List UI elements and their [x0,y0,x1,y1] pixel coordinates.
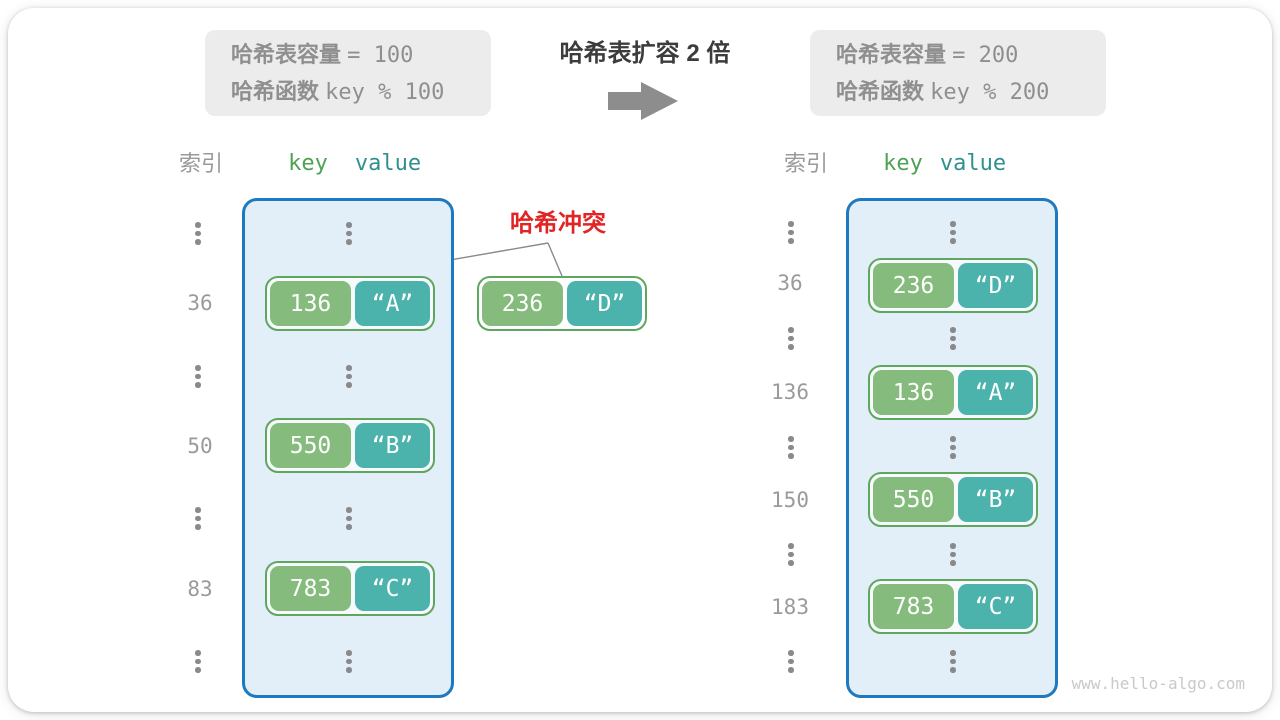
right-key-header: key [883,151,923,176]
watermark: www.hello-algo.com [1071,674,1245,693]
key-box: 550 [270,423,351,468]
kv-pair-236-D: 236 “D” [868,258,1038,313]
right-index-150: 150 [771,488,809,512]
key-box: 783 [873,584,954,629]
hash-fn-label: 哈希函数 [231,79,320,104]
hash-fn-value: key % 100 [325,80,445,105]
left-key-header: key [288,151,328,176]
key-box: 550 [873,477,954,522]
value-box: “A” [958,370,1033,415]
vertical-ellipsis-icon [949,543,957,566]
value-box: “D” [567,281,642,326]
capacity-box-before: 哈希表容量 = 100 哈希函数 key % 100 [205,30,491,116]
vertical-ellipsis-icon [949,327,957,350]
kv-pair-783-C: 783 “C” [265,561,435,616]
left-index-50: 50 [187,434,213,458]
kv-pair-136-A: 136 “A” [265,276,435,331]
right-value-header: value [939,151,1007,176]
vertical-ellipsis-icon [787,327,795,350]
collision-label: 哈希冲突 [510,210,606,237]
vertical-ellipsis-icon [194,650,202,673]
kv-pair-236-D-floating: 236 “D” [477,276,647,331]
vertical-ellipsis-icon [787,221,795,244]
capacity-label: 哈希表容量 [836,42,947,67]
capacity-label: 哈希表容量 [231,42,342,67]
expand-title: 哈希表扩容 2 倍 [559,40,731,67]
arrow-right-icon [608,82,678,120]
vertical-ellipsis-icon [194,507,202,530]
vertical-ellipsis-icon [949,436,957,459]
capacity-value: = 100 [347,43,414,68]
right-index-183: 183 [771,595,809,619]
left-index-83: 83 [187,577,213,601]
capacity-box-after: 哈希表容量 = 200 哈希函数 key % 200 [810,30,1106,116]
left-index-header: 索引 [178,151,223,176]
value-box: “B” [958,477,1033,522]
value-box: “D” [958,263,1033,308]
right-index-136: 136 [771,380,809,404]
key-box: 136 [873,370,954,415]
vertical-ellipsis-icon [345,222,353,245]
hash-fn-label: 哈希函数 [836,79,925,104]
vertical-ellipsis-icon [949,650,957,673]
capacity-value: = 200 [952,43,1019,68]
left-index-36: 36 [187,291,213,315]
hash-fn-line: 哈希函数 key % 100 [231,74,465,111]
kv-pair-136-A: 136 “A” [868,365,1038,420]
capacity-line: 哈希表容量 = 100 [231,37,465,74]
vertical-ellipsis-icon [949,221,957,244]
value-box: “C” [355,566,430,611]
kv-pair-550-B: 550 “B” [265,418,435,473]
vertical-ellipsis-icon [345,507,353,530]
left-value-header: value [354,151,422,176]
key-box: 236 [482,281,563,326]
kv-pair-783-C: 783 “C” [868,579,1038,634]
key-box: 136 [270,281,351,326]
value-box: “A” [355,281,430,326]
key-box: 236 [873,263,954,308]
vertical-ellipsis-icon [194,222,202,245]
vertical-ellipsis-icon [345,365,353,388]
right-index-header: 索引 [783,151,828,176]
kv-pair-550-B: 550 “B” [868,472,1038,527]
vertical-ellipsis-icon [787,543,795,566]
vertical-ellipsis-icon [787,436,795,459]
value-box: “C” [958,584,1033,629]
vertical-ellipsis-icon [194,365,202,388]
diagram-card [8,8,1272,712]
right-index-36: 36 [777,271,803,295]
vertical-ellipsis-icon [345,650,353,673]
key-box: 783 [270,566,351,611]
hash-fn-value: key % 200 [930,80,1050,105]
vertical-ellipsis-icon [787,650,795,673]
value-box: “B” [355,423,430,468]
hash-fn-line: 哈希函数 key % 200 [836,74,1080,111]
capacity-line: 哈希表容量 = 200 [836,37,1080,74]
